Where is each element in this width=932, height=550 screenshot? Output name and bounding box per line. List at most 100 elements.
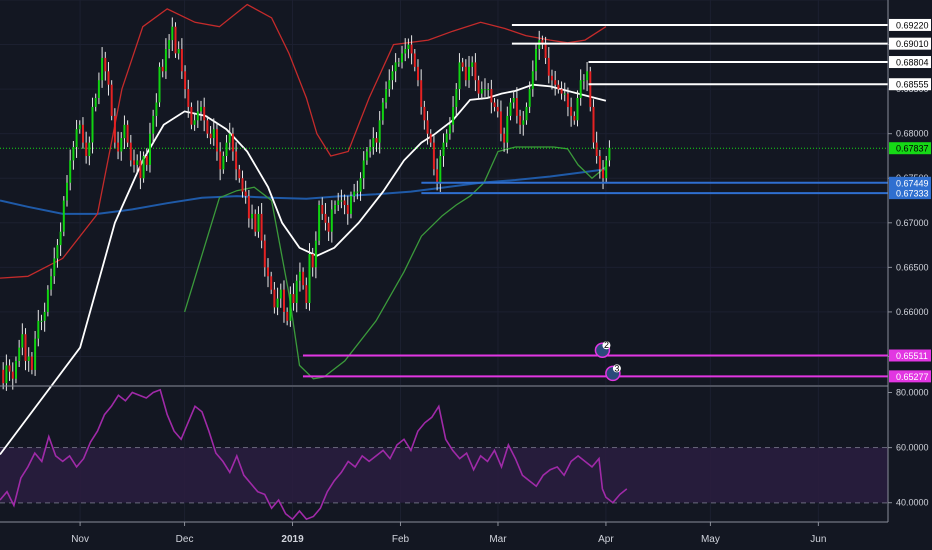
candle-body — [586, 71, 589, 81]
candle-body — [152, 115, 155, 134]
candle-body — [145, 156, 148, 165]
candle-body — [519, 115, 522, 125]
oscillator-tick-label: 40.0000 — [896, 498, 929, 508]
time-tick-label: May — [701, 534, 720, 545]
candle-body — [184, 71, 187, 90]
candle-body — [515, 98, 518, 116]
candle-body — [267, 267, 269, 277]
price-tick-label: 0.66500 — [896, 262, 929, 272]
candle-body — [375, 138, 378, 143]
candle-body — [107, 71, 110, 85]
horizontal-levels[interactable] — [0, 23, 888, 378]
candle-body — [164, 49, 167, 72]
candle-body — [381, 102, 384, 121]
level-tag-label: 0.65511 — [896, 351, 928, 361]
upper-band-line — [0, 3, 607, 279]
candle-body — [385, 89, 388, 103]
candle-body — [254, 213, 257, 232]
event-badge-dot — [602, 341, 611, 350]
candle-body — [225, 142, 228, 156]
candle-body — [369, 147, 372, 152]
candle-body — [104, 57, 107, 72]
candle-body — [401, 53, 403, 63]
candle-body — [499, 111, 502, 134]
level-tag-label: 0.68555 — [896, 80, 929, 90]
candle-body — [18, 347, 21, 361]
candle-body — [273, 289, 276, 308]
candle-body — [216, 129, 218, 152]
candle-body — [544, 44, 547, 58]
candle-body — [598, 156, 601, 170]
level-tag-box — [889, 187, 931, 200]
candle-body — [75, 129, 78, 147]
level-tag-label: 0.67449 — [896, 178, 929, 188]
candle-body — [423, 106, 426, 121]
candle-body — [525, 106, 528, 121]
event-badges[interactable]: 23 — [594, 340, 621, 382]
candle-body — [445, 133, 448, 143]
candle-body — [362, 160, 365, 179]
candle-body — [187, 89, 190, 107]
candle-body — [123, 124, 126, 139]
candle-body — [110, 84, 113, 116]
candle-body — [158, 66, 161, 103]
candle-body — [452, 106, 455, 125]
candle-body — [11, 371, 14, 379]
candle-body — [420, 80, 423, 107]
candle-body — [337, 200, 340, 205]
candle-body — [238, 169, 241, 179]
candle-body — [464, 66, 467, 81]
candle-body — [308, 254, 311, 303]
candle-body — [142, 156, 145, 179]
candle-body — [391, 71, 394, 81]
candle-body — [330, 209, 333, 232]
time-tick-label: Dec — [176, 534, 194, 545]
candle-body — [193, 120, 196, 125]
level-tag-label: 0.69010 — [896, 39, 929, 49]
candle-body — [436, 169, 439, 183]
candle-body — [566, 93, 569, 107]
candle-body — [161, 66, 164, 72]
candle-body — [356, 191, 359, 193]
candle-body — [129, 142, 132, 161]
oscillator-line — [0, 388, 628, 521]
price-axis-area — [888, 0, 932, 550]
envelope-bands — [0, 3, 607, 456]
candle-body — [209, 133, 212, 139]
oscillator-series-line — [0, 388, 628, 521]
candle-body — [458, 62, 461, 90]
candle-body — [30, 356, 33, 370]
candle-body — [359, 178, 362, 192]
candle-body — [251, 213, 254, 219]
level-tag-label: 0.67333 — [896, 189, 929, 199]
candle-body — [133, 160, 135, 165]
time-tick-label: Feb — [392, 534, 410, 545]
candle-body — [305, 285, 308, 303]
candle-body — [241, 178, 244, 192]
candle-body — [15, 360, 17, 379]
candle-body — [113, 115, 116, 143]
candle-body — [298, 271, 301, 281]
candle-body — [477, 80, 480, 94]
oscillator-axis-ticks: 80.0000 60.0000 40.0000 — [888, 388, 929, 508]
candle-body — [244, 191, 247, 197]
lower-band-line — [183, 146, 607, 380]
candle-body — [302, 271, 305, 286]
candle-body — [260, 213, 263, 241]
candle-body — [608, 147, 611, 161]
candle-body — [528, 89, 531, 107]
candle-body — [228, 133, 231, 143]
oscillator-band — [0, 447, 888, 503]
candle-body — [311, 254, 314, 268]
candle-body — [340, 200, 343, 202]
candle-body — [50, 276, 53, 290]
candle-body — [602, 169, 604, 179]
level-tag-box — [889, 37, 931, 50]
event-badge-label: 2 — [604, 340, 609, 350]
candle-body — [139, 160, 142, 179]
candle-body — [397, 62, 400, 64]
level-tag-box — [889, 370, 931, 383]
candle-body — [413, 53, 416, 67]
candle-body — [324, 213, 327, 223]
candle-body — [343, 200, 346, 205]
